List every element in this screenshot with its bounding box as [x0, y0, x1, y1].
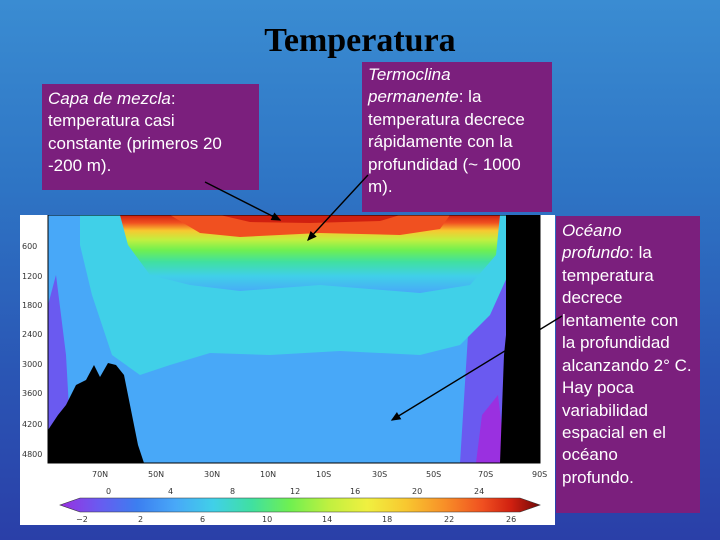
- y-tick-label: 2400: [22, 330, 42, 339]
- colorbar-top-scale: 0 4 8 12 16 20 24: [106, 487, 484, 496]
- colorbar-top-tick: 12: [290, 487, 300, 496]
- colorbar-top-tick: 8: [230, 487, 235, 496]
- colorbar-bottom-tick: 10: [262, 515, 272, 524]
- callout-deep-ocean: Océano profundo: la temperatura decrece …: [556, 216, 700, 513]
- callout-deep-ocean-text: : la temperatura decrece lentamente con …: [562, 243, 692, 487]
- callout-thermocline-text: : la temperatura decrece rápidamente con…: [368, 87, 525, 197]
- colorbar-top-tick: 4: [168, 487, 173, 496]
- coldest-water-right: [476, 395, 506, 463]
- thermocline-arrow: [307, 174, 369, 242]
- deep-ocean-arrow: [390, 315, 563, 421]
- y-tick-label: 4800: [22, 450, 42, 459]
- seafloor-topography-right: [500, 315, 516, 463]
- colorbar-top-tick: 16: [350, 487, 360, 496]
- y-tick-label: 1200: [22, 272, 42, 281]
- y-tick-label: 4200: [22, 420, 42, 429]
- colorbar-bottom-tick: 22: [444, 515, 454, 524]
- colorbar-bottom-tick: 26: [506, 515, 516, 524]
- x-axis: 70N 50N 30N 10N 10S 30S 50S 70S 90S: [92, 470, 547, 479]
- x-tick-label: 10N: [260, 470, 276, 479]
- colorbar-top-tick: 20: [412, 487, 422, 496]
- warmest-surface-water: [220, 215, 400, 223]
- temperature-section-svg: 600 1200 1800 2400 3000 3600 4200 4800 7…: [22, 215, 547, 524]
- colorbar-bottom-tick: 14: [322, 515, 332, 524]
- y-tick-label: 3600: [22, 389, 42, 398]
- colorbar-bottom-scale: −2 2 6 10 14 18 22 26: [76, 515, 516, 524]
- callout-mixed-layer-term: Capa de mezcla: [48, 89, 171, 108]
- callout-mixed-layer-text: : temperatura casi constante (primeros 2…: [48, 89, 222, 176]
- plot-frame: [47, 215, 541, 464]
- seafloor-topography-left: [48, 363, 144, 463]
- callout-thermocline: Termoclina permanente: la temperatura de…: [362, 62, 552, 212]
- colorbar: [59, 497, 541, 513]
- x-tick-label: 70S: [478, 470, 493, 479]
- x-tick-label: 50S: [426, 470, 441, 479]
- temperature-section-chart: 600 1200 1800 2400 3000 3600 4200 4800 7…: [20, 215, 555, 525]
- y-tick-label: 3000: [22, 360, 42, 369]
- x-tick-label: 90S: [532, 470, 547, 479]
- colorbar-top-tick: 0: [106, 487, 111, 496]
- x-tick-label: 30S: [372, 470, 387, 479]
- callout-mixed-layer: Capa de mezcla: temperatura casi constan…: [42, 84, 259, 190]
- callout-thermocline-term: Termoclina permanente: [368, 65, 459, 107]
- colorbar-top-tick: 24: [474, 487, 484, 496]
- x-tick-label: 50N: [148, 470, 164, 479]
- x-tick-label: 30N: [204, 470, 220, 479]
- y-tick-label: 1800: [22, 301, 42, 310]
- mixed-layer-arrow: [204, 181, 282, 221]
- callout-deep-ocean-term: Océano profundo: [562, 221, 630, 263]
- colorbar-bottom-tick: −2: [76, 515, 88, 524]
- colorbar-bottom-tick: 18: [382, 515, 392, 524]
- colorbar-bottom-tick: 6: [200, 515, 205, 524]
- colorbar-bottom-tick: 2: [138, 515, 143, 524]
- x-tick-label: 10S: [316, 470, 331, 479]
- y-tick-label: 600: [22, 242, 37, 251]
- slide-title: Temperatura: [264, 22, 456, 59]
- y-axis: 600 1200 1800 2400 3000 3600 4200 4800: [22, 242, 42, 459]
- x-tick-label: 70N: [92, 470, 108, 479]
